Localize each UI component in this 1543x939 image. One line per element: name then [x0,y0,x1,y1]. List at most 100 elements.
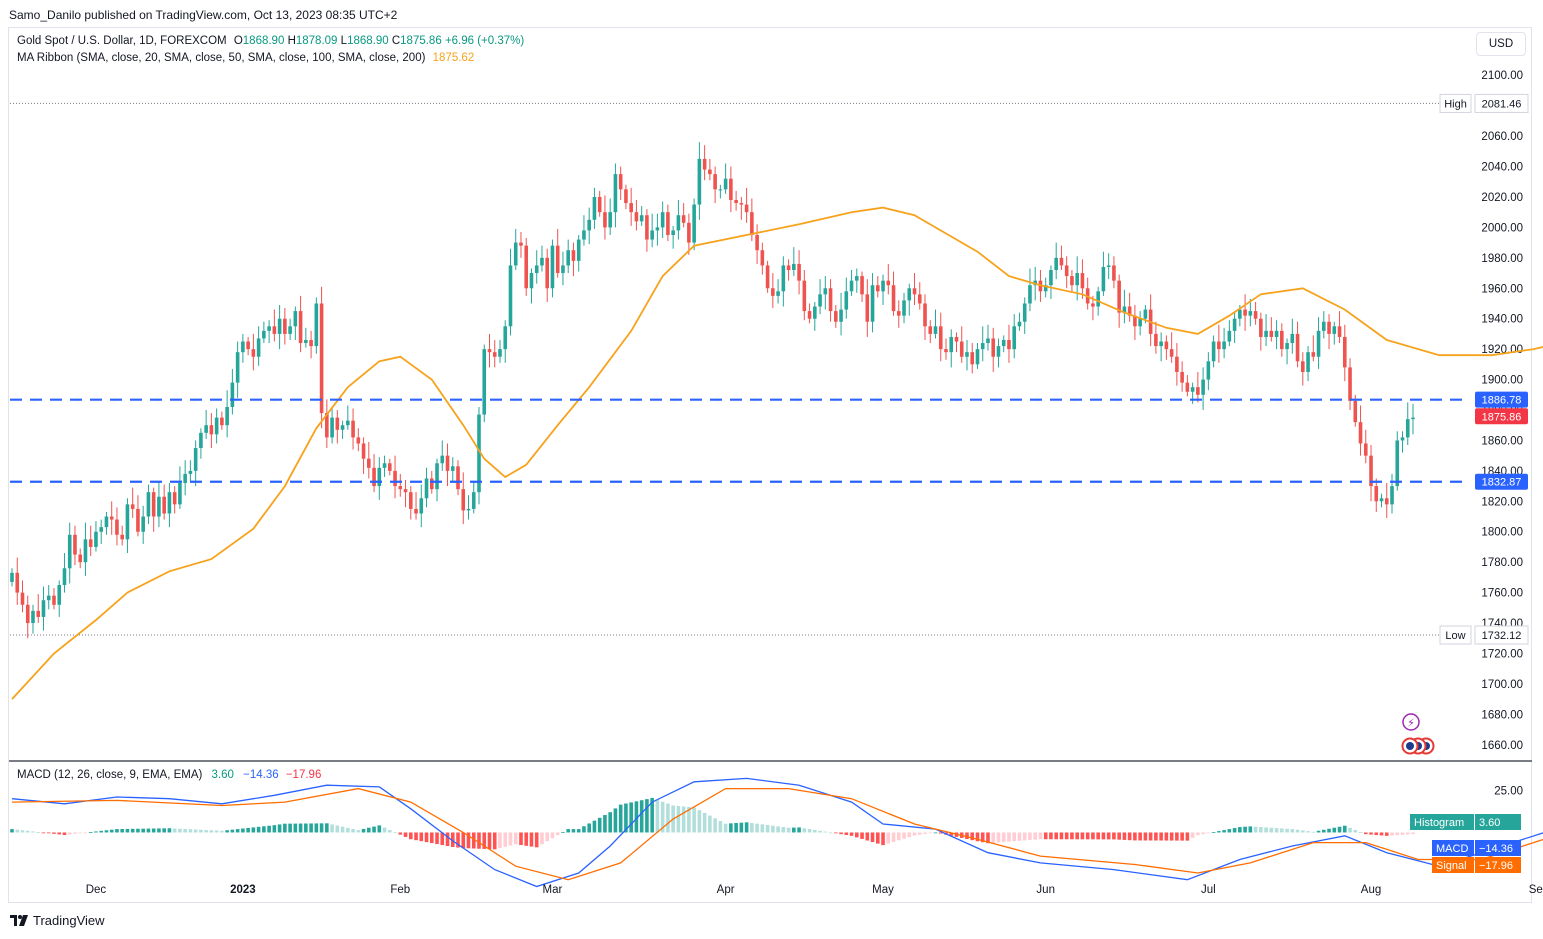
candle-body [1001,340,1006,347]
macd-histogram-bar [1054,832,1058,840]
candle-body [603,212,607,228]
candle-body [398,486,403,490]
candle-body [1054,257,1058,270]
macd-histogram-bar [419,832,424,842]
macd-histogram-bar [1133,832,1137,841]
macd-histogram-bar [1321,829,1326,833]
candle-body [178,483,182,505]
close-label: C [391,35,401,47]
macd-histogram-bar [765,825,770,833]
candle-body [697,158,702,205]
macd-histogram-bar [1227,829,1232,833]
macd-histogram-bar [744,822,749,833]
macd-histogram-bar [120,829,124,833]
macd-histogram-bar [1353,829,1358,833]
candle-body [797,263,801,281]
macd-histogram-bar [109,829,114,833]
y-tick-label: 1940.00 [1481,314,1523,326]
macd-histogram-bar [450,832,455,847]
macd-histogram-bar [771,825,775,833]
macd-histogram-bar [1190,832,1195,838]
macd-histogram-bar [498,832,502,849]
macd-histogram-bar [1085,832,1090,840]
candle-body [571,250,576,261]
candle-body [1400,437,1405,441]
macd-histogram-bar [807,829,812,833]
macd-histogram-bar [865,832,870,841]
candle-body [408,492,413,509]
macd-pane-label-tag [1432,857,1474,873]
high-value: 1878.09 [295,35,338,47]
macd-histogram-bar [729,823,733,833]
macd-histogram-bar [304,823,308,833]
macd-histogram-bar [1400,832,1405,835]
macd-histogram-bar [1196,832,1200,836]
candle-body [729,178,733,200]
candle-body [629,203,633,213]
macd-histogram-bar [933,832,938,834]
macd-pane-label: Signal [1436,860,1467,872]
candle-body [1007,340,1011,350]
candle-body [1180,371,1184,383]
candle-body [251,349,256,357]
high-value: 2081.46 [1482,98,1522,110]
macd-histogram-bar [776,826,780,833]
candle-body [1122,306,1127,313]
macd-histogram-bar [1311,831,1316,833]
macd-histogram-bar [854,832,859,838]
candle-body [314,303,319,347]
candle-body [928,326,933,334]
y-tick-label: 1720.00 [1481,648,1523,660]
macd-histogram-bar [125,828,130,833]
candle-body [1379,498,1384,502]
candle-body [230,382,235,407]
candle-body [582,230,586,240]
candle-body [1311,352,1316,357]
macd-histogram-bar [209,830,214,833]
candle-body [1196,387,1200,395]
candle-body [917,294,922,304]
macd-histogram-bar [1007,832,1011,842]
macd-histogram-bar [41,832,46,834]
candle-body [1138,318,1142,327]
candle-body [1222,341,1226,350]
macd-histogram-bar [36,832,41,833]
candle-body [1395,440,1400,487]
candle-body [1201,379,1205,395]
macd-histogram-bar [792,827,796,833]
candle-body [209,425,214,435]
macd-histogram-bar [697,810,702,833]
macd-histogram-bar [314,823,319,833]
macd-histogram-bar [141,828,145,833]
candle-body [356,437,361,444]
candle-body [1238,309,1242,319]
macd-histogram-bar [760,824,765,833]
macd-histogram-bar [681,806,686,833]
macd-histogram-bar [20,830,25,833]
candle-body [482,349,487,415]
candle-body [88,539,93,547]
macd-histogram-bar [435,832,439,845]
candle-body [975,349,980,365]
macd-histogram-bar [1285,828,1289,833]
low-tag [1439,625,1472,645]
macd-histogram-bar [1264,827,1268,833]
macd-histogram-bar [1159,832,1163,841]
y-tick-label: 2040.00 [1481,162,1523,174]
macd-pane-value-tag [1475,814,1521,830]
macd-histogram-bar [1232,828,1237,833]
macd-histogram-bar [246,827,250,833]
currency-button[interactable]: USD [1476,32,1526,56]
macd-pane-label: Histogram [1414,817,1464,829]
macd-histogram-bar [928,832,933,834]
tradingview-logo[interactable]: TradingView [10,913,105,928]
candle-body [125,504,130,540]
macd-histogram-bar [849,832,854,836]
macd-histogram-bar [503,832,508,847]
macd-histogram-bar [15,829,20,833]
macd-histogram-bar [561,832,565,833]
macd-histogram-bar [1248,826,1253,833]
candle-body [1411,417,1415,420]
macd-pane-value: −17.96 [1479,860,1513,872]
